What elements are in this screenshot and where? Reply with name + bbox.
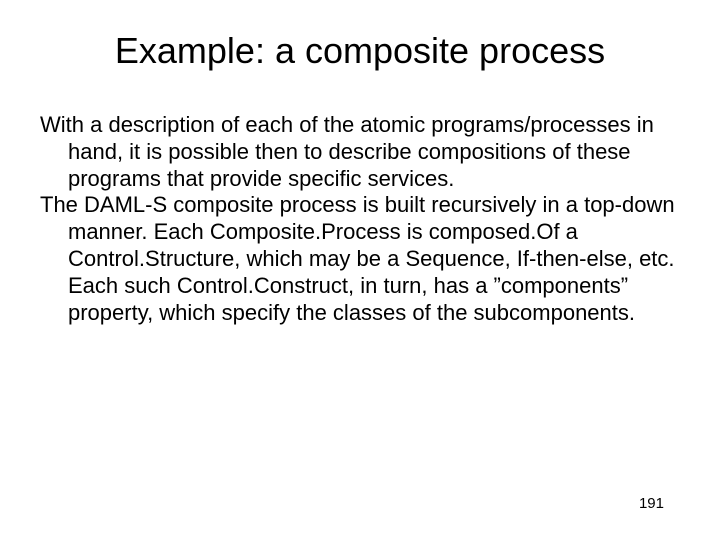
slide-title: Example: a composite process bbox=[40, 30, 680, 72]
slide-body: With a description of each of the atomic… bbox=[40, 112, 680, 327]
paragraph-1-text: With a description of each of the atomic… bbox=[40, 112, 680, 192]
page-number: 191 bbox=[639, 495, 664, 512]
slide-container: Example: a composite process With a desc… bbox=[0, 0, 720, 540]
paragraph-2: The DAML-S composite process is built re… bbox=[40, 192, 680, 326]
paragraph-2-text: The DAML-S composite process is built re… bbox=[40, 192, 680, 326]
paragraph-1: With a description of each of the atomic… bbox=[40, 112, 680, 192]
